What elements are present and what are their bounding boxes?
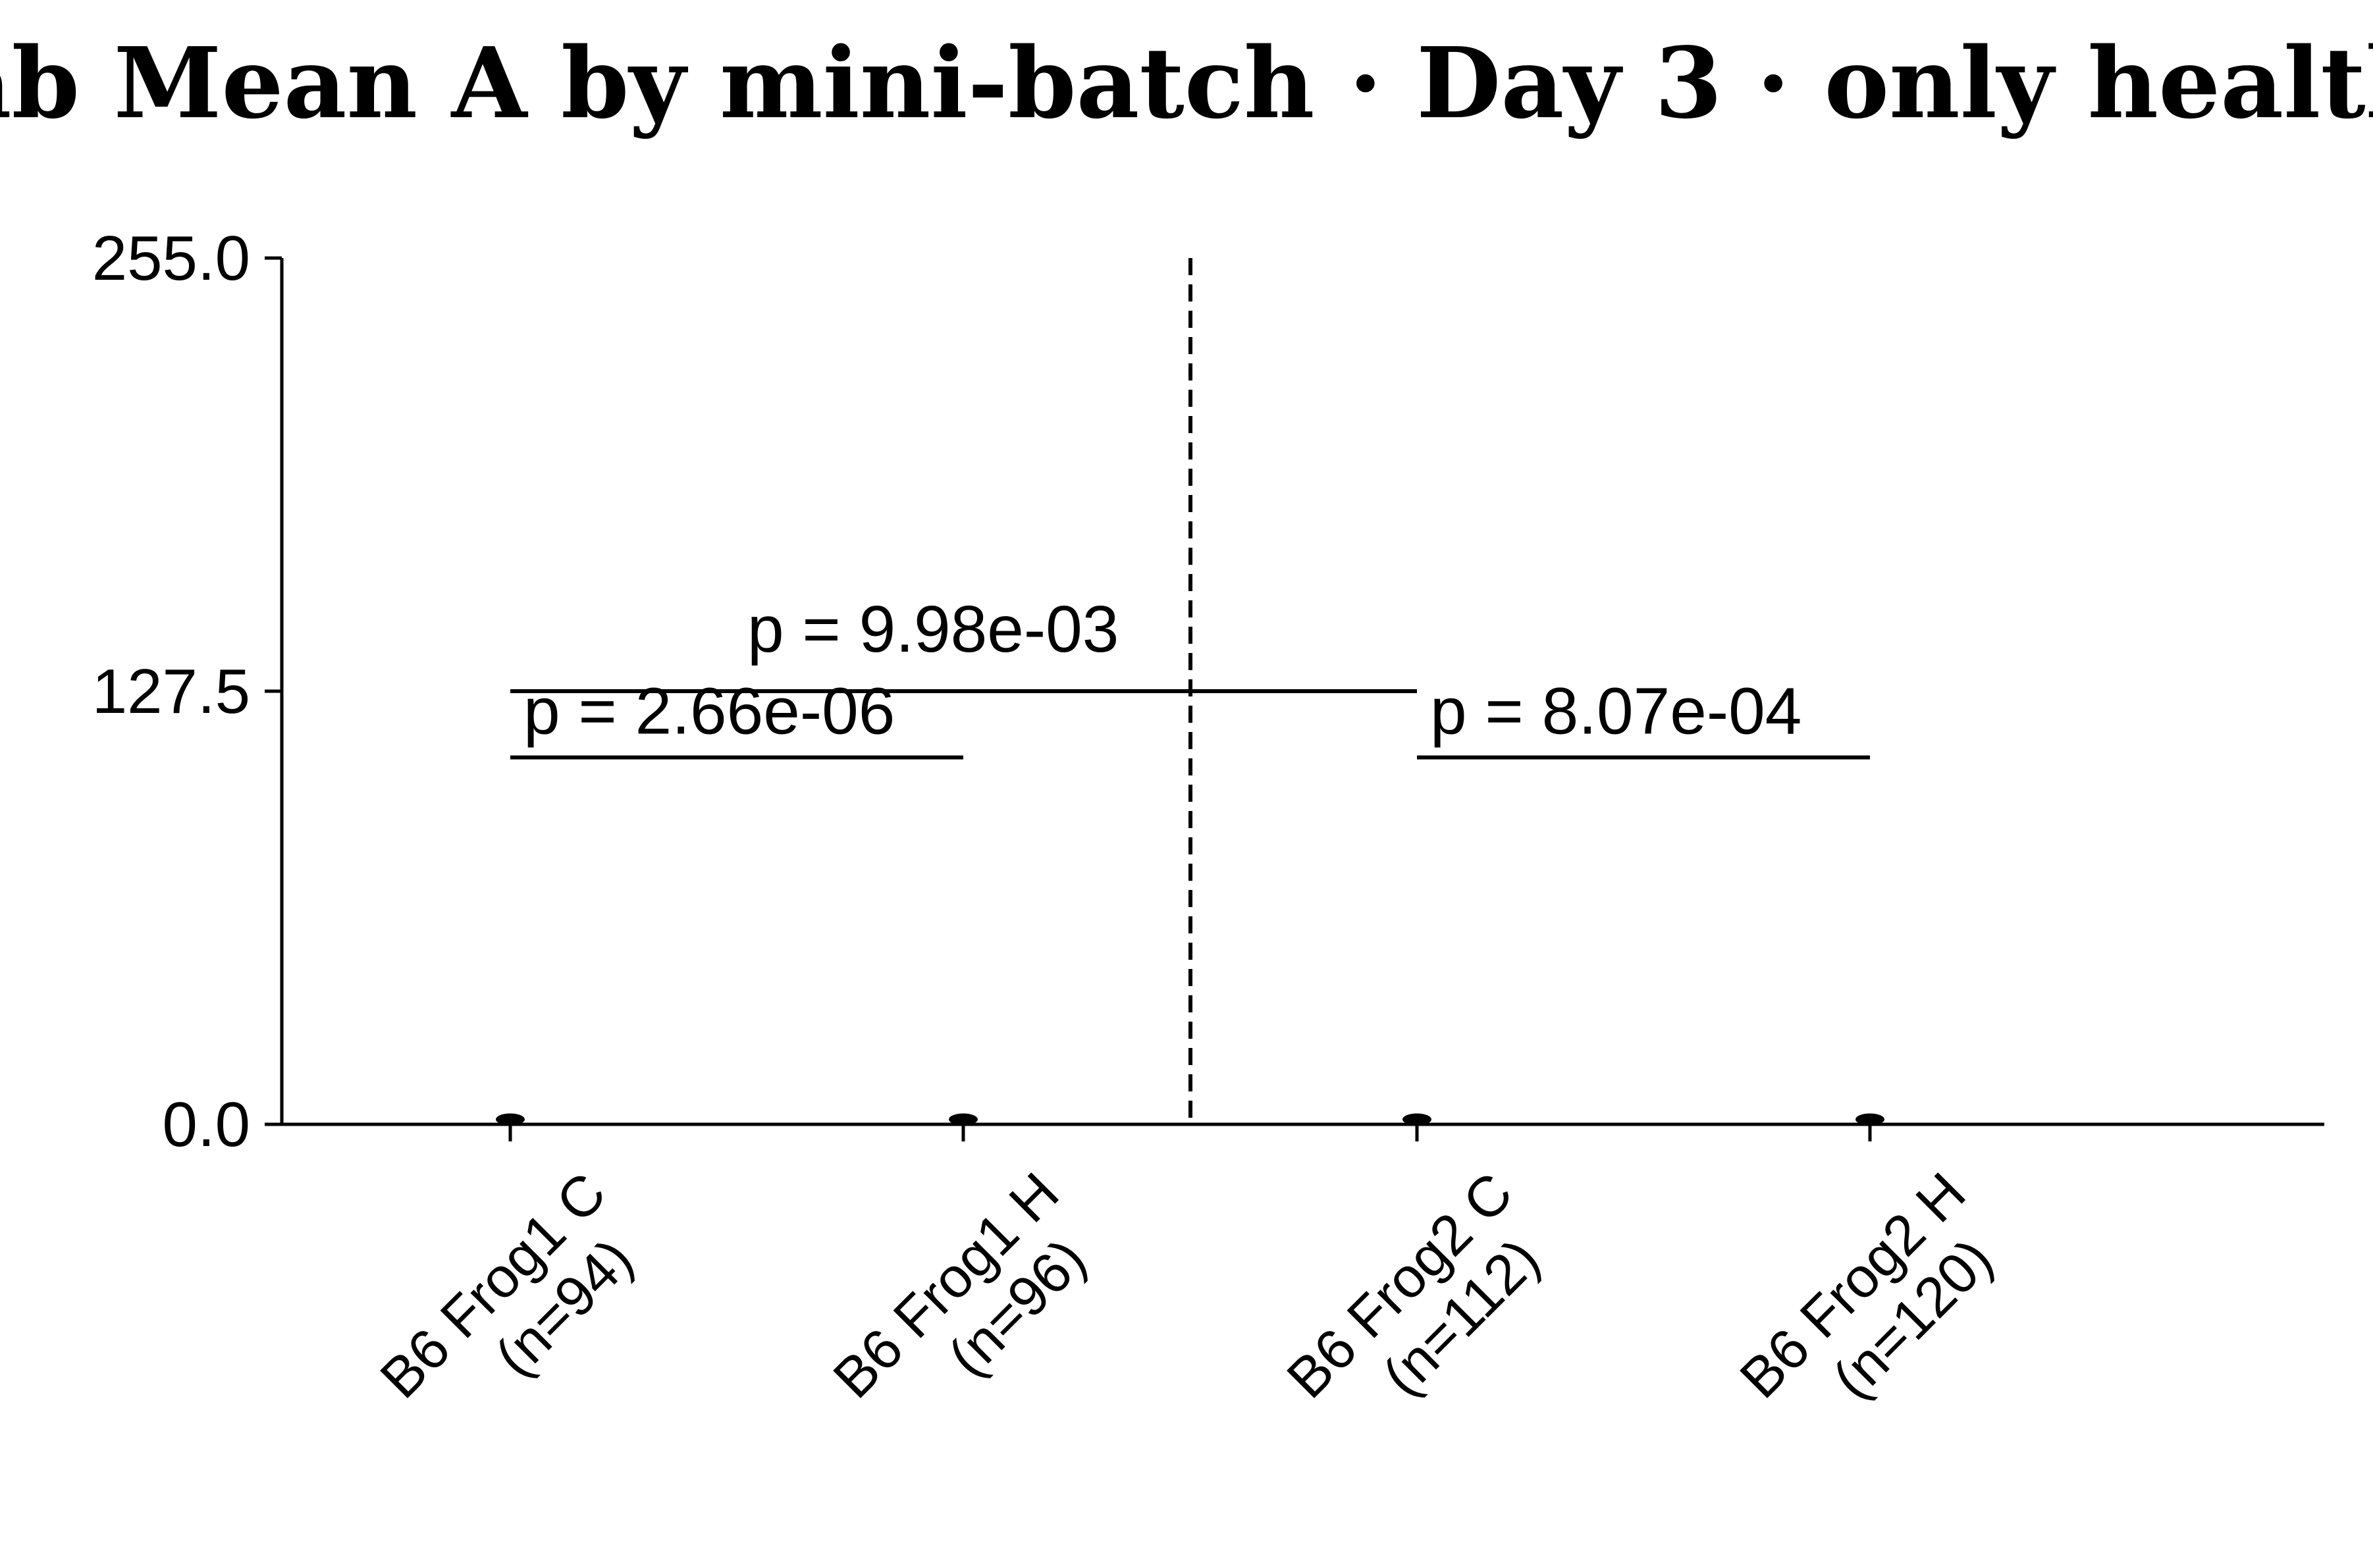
significance-annotations: p = 2.66e-06 p = 8.07e-04 p = 9.98e-03	[510, 592, 1870, 760]
data-marks	[496, 1113, 1884, 1126]
p-value-label: p = 8.07e-04	[1430, 675, 1801, 748]
x-tick-label: B6 Frog1 H(n=96)	[822, 1161, 1098, 1411]
x-tick-label: B6 Frog1 C(n=94)	[369, 1161, 645, 1411]
p-value-label: p = 2.66e-06	[523, 675, 895, 748]
y-tick-label: 255.0	[92, 223, 250, 294]
data-point	[496, 1113, 525, 1126]
y-tick-label: 0.0	[163, 1089, 250, 1160]
data-point	[949, 1113, 978, 1126]
data-point	[1402, 1113, 1431, 1126]
x-tick-label: B6 Frog2 H(n=120)	[1728, 1161, 2005, 1411]
data-point	[1855, 1113, 1884, 1126]
x-tick-label: B6 Frog2 C(n=112)	[1275, 1161, 1552, 1411]
chart-title: Lab Mean A by mini-batch · Day 3 · only …	[0, 26, 2373, 140]
p-value-label: p = 9.98e-03	[747, 592, 1119, 666]
axes: 0.0 127.5 255.0 B6 Frog1 C(n=94) B6 Frog1 H(…	[92, 223, 2324, 1411]
y-tick-label: 127.5	[92, 656, 250, 727]
